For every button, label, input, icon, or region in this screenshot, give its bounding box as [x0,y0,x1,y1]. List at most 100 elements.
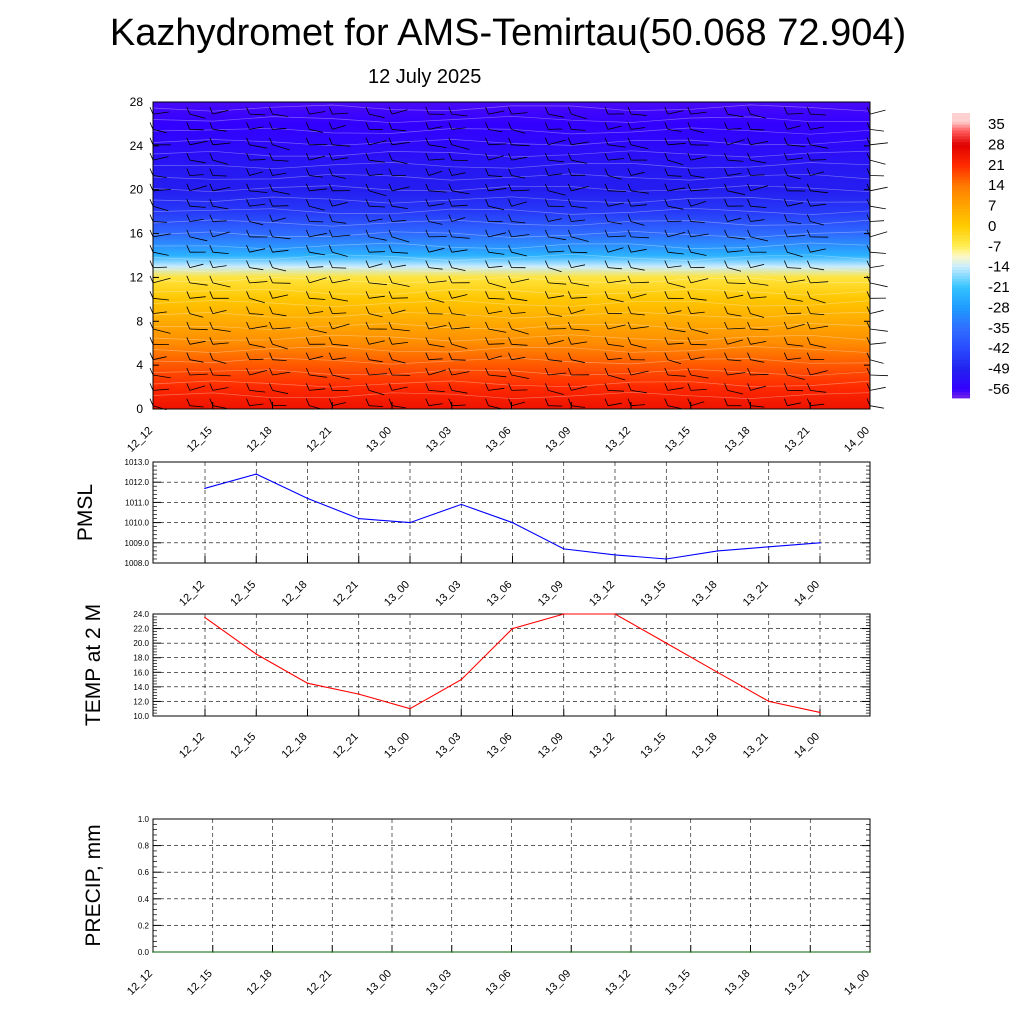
heatmap-x-tick-label: 13_06 [484,425,514,455]
wind-barb-flag [806,367,811,376]
colorbar-cell [952,371,970,376]
wind-barb-shaft [750,185,768,192]
wind-barb-flag [567,183,572,191]
colorbar-cell [952,351,970,355]
colorbar-cell [952,220,970,224]
colorbar-cell [952,252,970,256]
wind-barb-shaft [249,370,268,376]
wind-barb-shaft [152,189,171,192]
wind-barb-flag [664,337,669,345]
wind-barb-shaft [607,324,626,330]
contour-line [152,173,871,181]
wind-barb-shaft [571,186,589,192]
wind-barb-flag [567,122,572,130]
wind-barb-flag [425,321,430,330]
wind-barb-shaft [571,141,590,146]
wind-barb-flag [305,137,310,145]
wind-barb-flag [425,260,430,268]
wind-barb-flag [485,306,489,314]
wind-barb-flag [544,367,549,376]
wind-barb-flag [783,199,788,207]
heatmap-x-tick-label: 13_21 [782,425,812,455]
wind-barb-shaft [332,312,347,314]
temp-x-tick-label: 12_18 [280,731,310,761]
wind-barb-flag [305,260,310,268]
pmsl-point [768,546,770,548]
wind-barb-flag [328,137,333,145]
colorbar-label: -42 [988,340,1010,357]
wind-barb-shaft [750,359,765,363]
wind-barb-shaft [571,251,588,254]
wind-barb-flag [627,199,632,207]
wind-barb-shaft [750,341,767,345]
wind-barb-shaft [189,405,204,408]
wind-barb-shaft [571,359,585,364]
wind-barb-shaft [690,401,705,407]
wind-barb-flag [806,275,811,284]
wind-barb-flag [269,367,273,376]
wind-barb-flag [508,275,512,284]
wind-barb-flag [328,383,333,391]
wind-barb-flag [186,152,191,161]
wind-barb-shaft [571,236,589,242]
wind-barb-flag [425,152,430,161]
wind-barb-flag [604,367,609,376]
pmsl-x-tick-label: 14_00 [792,579,822,609]
wind-barb-shaft [787,235,806,238]
wind-barb-flag [448,137,453,145]
wind-barb-shaft [272,294,289,299]
colorbar-cell [952,203,970,207]
wind-barb-shaft [368,359,383,363]
wind-barb-shaft [451,294,468,299]
wind-barb-shaft [212,159,229,165]
wind-barb-shaft [548,236,567,241]
colorbar-cell [952,331,970,335]
wind-barb-flag [783,245,788,253]
wind-barb-shaft [630,313,645,316]
wind-barb-shaft [152,388,170,391]
wind-barb-flag [783,122,788,130]
wind-barb-flag [664,106,669,115]
wind-barb-shaft [571,159,587,164]
wind-barb-shaft [607,175,622,180]
wind-barb-shaft [212,205,229,210]
wind-barb-flag [747,367,751,376]
wind-barb-flag [747,275,751,284]
wind-barb-shaft [272,190,291,195]
wind-barb-flag [687,275,692,284]
precip-y-tick-label: 0.2 [138,921,150,930]
heatmap-x-tick-label: 12_15 [185,425,215,455]
wind-barb-flag [485,398,489,406]
colorbar-cell [952,238,970,242]
wind-barb-shaft [667,342,684,345]
wind-barb-shaft [571,264,586,268]
pmsl-frame [152,461,871,564]
wind-barb-flag [328,337,333,345]
wind-barb-flag [305,214,310,222]
wind-barb-shaft [249,126,264,130]
wind-barb-flag [388,122,393,130]
wind-barb-shaft [787,144,806,147]
wind-barb-shaft [152,129,167,134]
wind-barb-shaft [869,309,884,314]
wind-barb-flag [186,291,191,299]
colorbar-cell [952,159,970,163]
wind-barb-shaft [690,343,707,346]
contour-line [152,368,871,377]
wind-barb-flag [567,337,572,345]
wind-barb-shaft [750,113,767,119]
wind-barb-flag [687,199,692,207]
wind-barb-flag [305,152,310,161]
precip-point [630,951,632,953]
wind-barb-shaft [787,279,806,284]
wind-barb-flag [388,352,393,360]
wind-barb-flag [544,260,549,268]
wind-barb-flag [544,214,549,222]
wind-barb-flag [664,199,669,207]
wind-barb-shaft [309,251,326,256]
wind-barb-flag [508,229,512,238]
wind-barb-shaft [488,297,505,300]
pmsl-x-tick-label: 13_03 [433,579,463,609]
wind-barb-flag [328,260,333,268]
wind-barb-flag [365,229,370,238]
